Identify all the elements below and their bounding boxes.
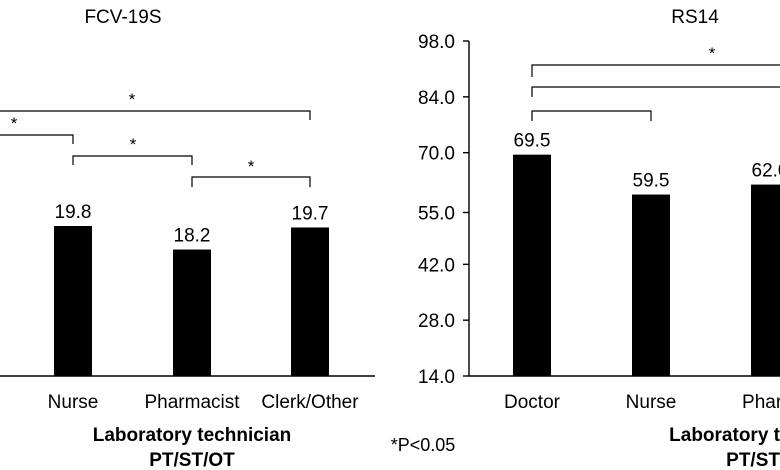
rs14-xlabel-line1: Laboratory t (669, 425, 780, 446)
fcv19s-xlabel-line1: Laboratory technician (93, 425, 292, 446)
fcv19s-category-labels: Nurse Pharmacist Clerk/Other (48, 392, 360, 413)
rs14-value-label-nurse: 59.5 (633, 171, 670, 192)
rs14-y-tick-label: 14.0 (418, 367, 455, 388)
fcv19s-category-label-nurse: Nurse (48, 392, 99, 413)
rs14-y-tick-label: 28.0 (418, 311, 455, 332)
fcv19s-category-label-pharmacist: Pharmacist (144, 392, 240, 413)
fcv19s-panel: FCV-19S 19.8 18.2 19.7 Nurse Pharmacist Cler… (0, 7, 375, 470)
rs14-value-labels: 69.5 59.5 62.0 (514, 131, 780, 192)
rs14-bar-doctor (513, 154, 551, 376)
fcv19s-bars (54, 226, 329, 376)
fcv19s-bar-clerk-other (291, 227, 329, 376)
rs14-y-tick-label: 98.0 (418, 32, 455, 53)
rs14-category-label-doctor: Doctor (504, 392, 561, 413)
rs14-category-label-nurse: Nurse (626, 392, 677, 413)
sig-star-nurse-pharmacist: * (130, 135, 137, 154)
sig-star-left-clerk: * (129, 90, 136, 109)
fcv19s-category-label-clerk-other: Clerk/Other (261, 392, 359, 413)
rs14-xlabel-line2: PT/ST (726, 450, 780, 470)
fcv19s-value-label-nurse: 19.8 (55, 202, 92, 223)
fcv19s-value-labels: 19.8 18.2 19.7 (55, 202, 329, 247)
rs14-value-label-doctor: 69.5 (514, 131, 551, 152)
sig-star-doctor-top: * (709, 44, 716, 63)
fcv19s-value-label-pharmacist: 18.2 (174, 226, 211, 247)
rs14-category-label-pharm: Pharm (742, 392, 780, 413)
rs14-y-tick-label: 55.0 (418, 203, 455, 224)
rs14-bar-pharm (751, 184, 780, 376)
rs14-bars (513, 154, 780, 376)
sig-star-pharmacist-clerk: * (248, 157, 255, 176)
bracket-pharmacist-clerk (191, 176, 311, 187)
sig-star-left-nurse: * (11, 114, 18, 133)
fcv19s-bar-nurse (54, 226, 92, 376)
bracket-doctor-top (531, 64, 780, 77)
fcv19s-bar-pharmacist (173, 249, 211, 376)
bracket-left-to-nurse (0, 134, 74, 144)
fcv19s-title: FCV-19S (84, 7, 161, 28)
fcv19s-significance-brackets (0, 110, 311, 187)
rs14-category-labels: Doctor Nurse Pharm (504, 392, 780, 413)
rs14-y-tick-label: 42.0 (418, 255, 455, 276)
rs14-y-tick-label: 84.0 (418, 88, 455, 109)
fcv19s-xlabel-line2: PT/ST/OT (149, 450, 235, 470)
rs14-y-tick-label: 70.0 (418, 144, 455, 165)
rs14-panel: RS14 14.0 28.0 42.0 55.0 70.0 84.0 98.0 69.5 59… (418, 7, 780, 470)
rs14-title: RS14 (671, 7, 719, 28)
significance-footnote: *P<0.05 (391, 435, 456, 455)
rs14-significance-brackets (531, 64, 780, 121)
fcv19s-value-label-clerk-other: 19.7 (292, 203, 329, 224)
bracket-nurse-pharmacist (72, 155, 193, 165)
bracket-doctor-mid (531, 86, 780, 97)
bracket-doctor-nurse (531, 110, 652, 121)
bracket-left-to-clerk (0, 110, 311, 120)
rs14-value-label-pharm: 62.0 (752, 161, 780, 182)
rs14-bar-nurse (632, 194, 670, 376)
rs14-y-ticks: 14.0 28.0 42.0 55.0 70.0 84.0 98.0 (418, 32, 469, 388)
